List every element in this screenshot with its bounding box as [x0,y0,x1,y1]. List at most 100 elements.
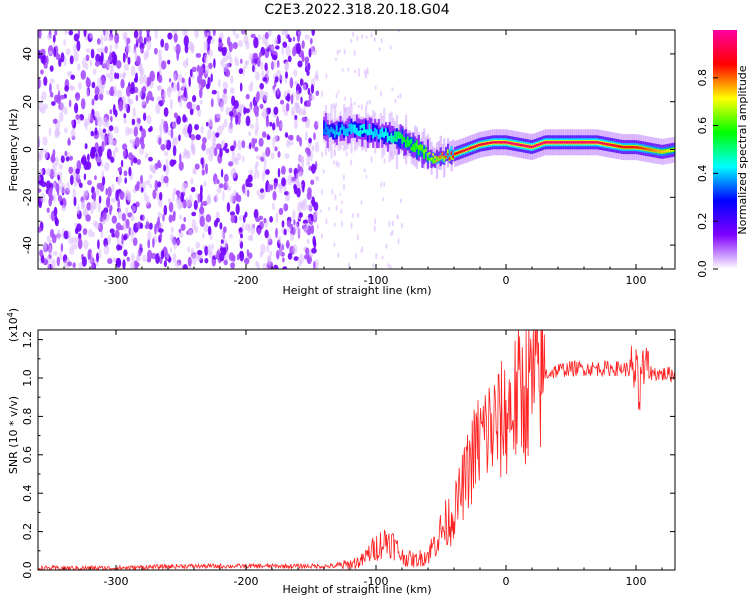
spectrogram-noise-blob [72,243,78,250]
spectrogram-noise-blob [107,235,112,245]
spectrogram-noise-blob [258,137,264,147]
spectrogram-noise-blob [130,81,135,92]
spectrogram-noise-blob [44,259,48,265]
spectrogram-ridge-cell [654,149,657,152]
spectrogram-noise-blob [260,188,264,193]
spectrogram-noise-blob [179,153,182,164]
spectrogram-ridge-cell [372,123,375,137]
spectrogram-noise-blob [344,107,347,114]
spectrogram-noise-blob [300,78,303,87]
spectrogram-noise-blob [133,126,138,137]
spectrogram-noise-blob [173,112,178,119]
x-tick-label: -100 [364,274,389,287]
spectrogram-noise-blob [59,111,64,123]
spectrogram-ridge-cell [506,141,510,144]
spectrogram-noise-blob [222,54,229,63]
spectrogram-noise-blob [76,223,82,232]
spectrogram-noise-blob [187,266,193,269]
spectrogram-noise-blob [285,102,290,112]
spectrogram-noise-blob [225,69,231,78]
spectrogram-noise-blob [69,155,73,161]
spectrogram-noise-blob [91,263,95,269]
spectrogram-noise-blob [262,77,267,82]
spectrogram-noise-blob [127,96,131,103]
spectrogram-noise-blob [263,217,267,224]
spectrogram-noise-blob [224,142,228,148]
spectrogram-noise-blob [68,30,74,36]
spectrogram-ridge-cell [625,145,628,149]
spectrogram-noise-blob [178,134,181,142]
spectrogram-noise-blob [43,64,48,69]
spectrogram-ridge-cell [643,147,646,150]
spectrogram-noise-blob [75,168,80,175]
spectrogram-noise-blob [87,249,91,260]
spectrogram-noise-blob [287,226,291,232]
spectrogram-noise-blob [271,122,276,131]
spectrogram-noise-blob [281,220,285,228]
spectrogram-noise-blob [227,36,231,47]
spectrogram-noise-blob [200,157,204,165]
spectrogram-noise-blob [225,180,229,187]
spectrogram-noise-blob [112,257,117,262]
spectrogram-noise-blob [123,170,128,177]
spectrogram-noise-blob [84,143,88,150]
spectrogram-noise-blob [314,141,320,153]
spectrogram-noise-blob [167,130,172,136]
spectrogram-ridge-cell [448,149,451,161]
spectrogram-noise-blob [116,72,120,80]
spectrogram-noise-blob [52,251,58,256]
spectrogram-ridge-cell [406,136,409,145]
spectrogram-noise-blob [297,30,302,36]
spectrogram-ridge-cell [634,145,637,149]
spectrogram-noise-blob [253,208,259,219]
spectrogram-noise-blob [306,154,310,164]
spectrogram-noise-blob [213,58,216,69]
spectrogram-noise-blob [117,198,120,208]
spectrogram-noise-blob [184,87,187,98]
x-tick-label: -200 [234,575,259,588]
spectrogram-noise-blob [63,39,66,46]
spectrogram-ridge-cell [441,156,444,162]
spectrogram-noise-blob [205,83,210,90]
spectrogram-noise-blob [85,48,91,53]
spectrogram-ridge-cell [614,144,617,147]
spectrogram-noise-blob [59,182,66,194]
spectrogram-ridge-cell [368,132,371,136]
spectrogram-noise-blob [306,204,313,211]
spectrogram-noise-blob [300,96,303,105]
spectrogram-noise-blob [173,33,178,43]
spectrogram-noise-blob [223,247,227,256]
spectrogram-noise-blob [197,254,203,261]
snr-series-line [38,330,675,570]
spectrogram-noise-blob [99,93,104,101]
spectrogram-noise-blob [335,57,337,61]
spectrogram-noise-blob [287,135,294,140]
spectrogram-noise-blob [215,217,220,223]
spectrogram-noise-blob [117,175,122,184]
spectrogram-noise-blob [202,79,207,87]
spectrogram-noise-blob [122,143,128,151]
spectrogram-noise-blob [163,260,167,268]
spectrogram-ridge-cell [587,141,590,144]
spectrogram-noise-blob [192,95,197,103]
spectrogram-noise-blob [191,66,197,73]
spectrogram-noise-blob [123,118,128,124]
spectrogram-noise-blob [223,226,227,234]
spectrogram-ridge-cell [365,120,368,135]
spectrogram-noise-blob [197,75,203,85]
colorbar-tick-label: 0.8 [696,69,709,87]
spectrogram-noise-blob [106,73,110,78]
spectrogram-noise-blob [203,40,209,51]
spectrogram-noise-blob [239,82,243,92]
spectrogram-noise-blob [105,197,110,208]
spectrogram-noise-blob [145,179,151,186]
spectrogram-noise-blob [204,64,210,75]
spectrogram-noise-blob [306,69,310,76]
spectrogram-noise-blob [293,69,298,77]
spectrogram-noise-blob [66,181,70,192]
spectrogram-noise-blob [88,228,93,238]
spectrogram-noise-blob [130,261,136,269]
spectrogram-ridge-cell [359,130,362,137]
spectrogram-noise-blob [254,129,258,136]
